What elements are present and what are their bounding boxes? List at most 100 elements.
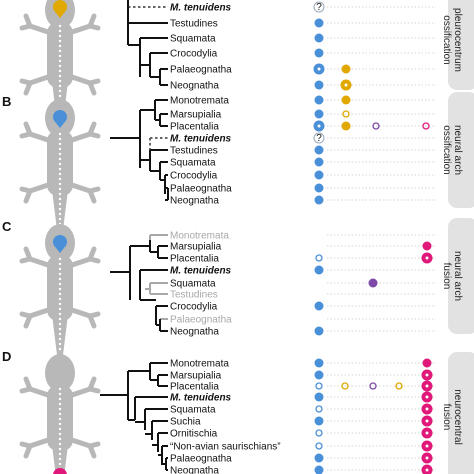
state-dot-center xyxy=(425,256,429,260)
taxon-label: M. tenuidens xyxy=(170,134,232,145)
side-tab xyxy=(448,352,474,474)
state-dot xyxy=(314,48,324,58)
spine-dot xyxy=(58,24,62,28)
state-dot xyxy=(368,278,378,288)
state-dot-open xyxy=(315,382,323,390)
taxon-label: Testudines xyxy=(170,146,218,157)
taxon-label: Squamata xyxy=(170,405,216,416)
spine-dot xyxy=(58,207,62,211)
spine-dot xyxy=(58,142,62,146)
state-dot xyxy=(314,95,324,105)
taxon-label: Marsupialia xyxy=(170,110,222,121)
state-dot-center xyxy=(317,67,321,71)
taxon-label: Monotremata xyxy=(170,96,229,107)
state-dot-open xyxy=(422,122,430,130)
side-label-line: ossification xyxy=(441,15,452,64)
state-dot-center xyxy=(425,468,429,472)
state-dot-open xyxy=(315,442,323,450)
state-dot xyxy=(314,145,324,155)
state-dot-center xyxy=(425,456,429,460)
state-dot-center xyxy=(425,373,429,377)
side-label-line: fusion xyxy=(441,263,452,290)
spine-dot xyxy=(58,152,62,156)
spine-dot xyxy=(58,432,62,436)
spine-dot xyxy=(58,297,62,301)
taxon-label: Suchia xyxy=(170,417,201,428)
spine-dot xyxy=(58,307,62,311)
taxon-label: Palaeognatha xyxy=(170,454,232,465)
state-dot-open xyxy=(315,405,323,413)
side-label: neural archfusion xyxy=(441,251,463,301)
lizard-front-right-leg xyxy=(69,376,101,398)
taxon-label: Squamata xyxy=(170,158,216,169)
state-dot-center xyxy=(425,444,429,448)
spine-dot xyxy=(58,282,62,286)
spine-dot xyxy=(58,192,62,196)
state-dot xyxy=(314,301,324,311)
taxon-label: Ornitischia xyxy=(170,429,218,440)
taxon-label: Crocodylia xyxy=(170,302,218,313)
side-label: neural archossification xyxy=(441,125,463,175)
spine-dot xyxy=(58,427,62,431)
highlight-vertebra xyxy=(53,110,67,124)
spine-dot xyxy=(58,317,62,321)
lizard-hind-right-leg xyxy=(69,74,101,96)
state-dot-open xyxy=(315,254,323,262)
spine-dot xyxy=(58,172,62,176)
state-dot xyxy=(314,80,324,90)
taxon-label: Neognatha xyxy=(170,81,219,92)
taxon-label: Neognatha xyxy=(170,327,219,338)
spine-dot xyxy=(58,452,62,456)
spine-dot xyxy=(58,442,62,446)
spine-dot xyxy=(58,322,62,326)
state-dot xyxy=(341,121,351,131)
spine-dot xyxy=(58,212,62,216)
state-dot-open xyxy=(315,429,323,437)
spine-dot xyxy=(58,397,62,401)
taxon-label: Palaeognatha xyxy=(170,315,232,326)
spine-dot xyxy=(58,137,62,141)
spine-dot xyxy=(58,287,62,291)
highlight-vertebra-arrow xyxy=(56,248,64,253)
spine-dot xyxy=(58,69,62,73)
side-label-line: pleurocentrum xyxy=(452,8,463,72)
taxon-label: Neognatha xyxy=(170,196,219,207)
spine-dot xyxy=(58,132,62,136)
spine-dot xyxy=(58,39,62,43)
spine-dot xyxy=(58,187,62,191)
state-dot xyxy=(314,170,324,180)
spine-dot xyxy=(58,147,62,151)
spine-dot xyxy=(58,267,62,271)
state-dot xyxy=(314,358,324,368)
state-dot xyxy=(314,18,324,28)
side-label-line: neural arch xyxy=(452,251,463,301)
spine-dot xyxy=(58,462,62,466)
lizard-front-left-leg xyxy=(19,121,51,143)
spine-dot xyxy=(58,84,62,88)
taxon-label: M. tenuidens xyxy=(170,393,232,404)
spine-dot xyxy=(58,257,62,261)
state-dot xyxy=(314,326,324,336)
spine-dot xyxy=(58,337,62,341)
panel-letter: B xyxy=(2,94,11,109)
state-dot xyxy=(422,241,432,251)
unknown-dot xyxy=(313,1,325,13)
taxon-label: Testudines xyxy=(170,290,218,301)
state-dot-open xyxy=(369,382,377,390)
spine-dot xyxy=(58,74,62,78)
lizard-front-left-leg xyxy=(19,376,51,398)
highlight-vertebra xyxy=(53,0,67,14)
spine-dot xyxy=(58,412,62,416)
taxon-label: Squamata xyxy=(170,34,216,45)
state-dot-center xyxy=(425,419,429,423)
taxon-label: Marsupialia xyxy=(170,371,222,382)
taxon-label: Monotremata xyxy=(170,231,229,242)
highlight-vertebra-arrow xyxy=(56,123,64,128)
spine-dot xyxy=(58,202,62,206)
state-dot xyxy=(314,265,324,275)
state-dot xyxy=(341,64,351,74)
state-dot xyxy=(314,109,324,119)
